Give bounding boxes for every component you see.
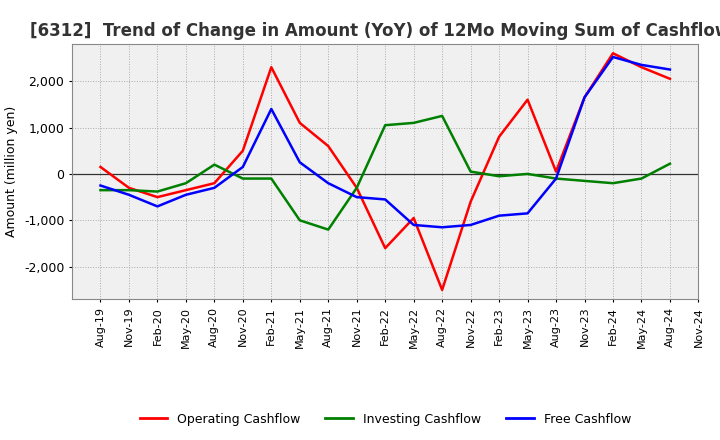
Operating Cashflow xyxy=(665,76,674,81)
Investing Cashflow xyxy=(324,227,333,232)
Free Cashflow xyxy=(580,95,589,100)
Operating Cashflow xyxy=(295,120,304,125)
Operating Cashflow xyxy=(523,97,532,103)
Operating Cashflow xyxy=(181,187,190,193)
Free Cashflow xyxy=(410,222,418,227)
Investing Cashflow xyxy=(210,162,219,167)
Operating Cashflow xyxy=(580,95,589,100)
Operating Cashflow xyxy=(267,65,276,70)
Investing Cashflow xyxy=(637,176,646,181)
Operating Cashflow xyxy=(608,51,617,56)
Investing Cashflow xyxy=(238,176,247,181)
Operating Cashflow xyxy=(495,134,503,139)
Free Cashflow xyxy=(665,67,674,72)
Operating Cashflow xyxy=(324,143,333,149)
Free Cashflow xyxy=(467,222,475,227)
Investing Cashflow xyxy=(352,185,361,191)
Free Cashflow xyxy=(181,192,190,198)
Investing Cashflow xyxy=(153,189,162,194)
Operating Cashflow xyxy=(438,287,446,293)
Operating Cashflow xyxy=(467,199,475,205)
Operating Cashflow xyxy=(352,185,361,191)
Free Cashflow xyxy=(438,225,446,230)
Free Cashflow xyxy=(125,192,133,198)
Free Cashflow xyxy=(267,106,276,112)
Free Cashflow xyxy=(210,185,219,191)
Operating Cashflow xyxy=(96,164,105,169)
Operating Cashflow xyxy=(637,65,646,70)
Investing Cashflow xyxy=(267,176,276,181)
Investing Cashflow xyxy=(495,174,503,179)
Operating Cashflow xyxy=(238,148,247,154)
Line: Investing Cashflow: Investing Cashflow xyxy=(101,116,670,230)
Free Cashflow xyxy=(352,194,361,200)
Investing Cashflow xyxy=(96,187,105,193)
Investing Cashflow xyxy=(181,180,190,186)
Free Cashflow xyxy=(153,204,162,209)
Line: Operating Cashflow: Operating Cashflow xyxy=(101,53,670,290)
Free Cashflow xyxy=(608,55,617,60)
Investing Cashflow xyxy=(608,180,617,186)
Free Cashflow xyxy=(295,160,304,165)
Y-axis label: Amount (million yen): Amount (million yen) xyxy=(6,106,19,237)
Operating Cashflow xyxy=(410,215,418,220)
Investing Cashflow xyxy=(665,161,674,166)
Investing Cashflow xyxy=(438,113,446,118)
Free Cashflow xyxy=(238,164,247,169)
Free Cashflow xyxy=(96,183,105,188)
Free Cashflow xyxy=(552,176,560,181)
Investing Cashflow xyxy=(580,178,589,183)
Investing Cashflow xyxy=(523,171,532,176)
Operating Cashflow xyxy=(552,169,560,174)
Free Cashflow xyxy=(324,180,333,186)
Free Cashflow xyxy=(381,197,390,202)
Investing Cashflow xyxy=(410,120,418,125)
Operating Cashflow xyxy=(381,246,390,251)
Investing Cashflow xyxy=(381,123,390,128)
Investing Cashflow xyxy=(552,176,560,181)
Operating Cashflow xyxy=(125,185,133,191)
Free Cashflow xyxy=(637,62,646,67)
Title: [6312]  Trend of Change in Amount (YoY) of 12Mo Moving Sum of Cashflows: [6312] Trend of Change in Amount (YoY) o… xyxy=(30,22,720,40)
Operating Cashflow xyxy=(153,194,162,200)
Investing Cashflow xyxy=(125,187,133,193)
Investing Cashflow xyxy=(295,218,304,223)
Operating Cashflow xyxy=(210,180,219,186)
Investing Cashflow xyxy=(467,169,475,174)
Free Cashflow xyxy=(495,213,503,218)
Free Cashflow xyxy=(523,211,532,216)
Line: Free Cashflow: Free Cashflow xyxy=(101,57,670,227)
Legend: Operating Cashflow, Investing Cashflow, Free Cashflow: Operating Cashflow, Investing Cashflow, … xyxy=(140,413,631,425)
